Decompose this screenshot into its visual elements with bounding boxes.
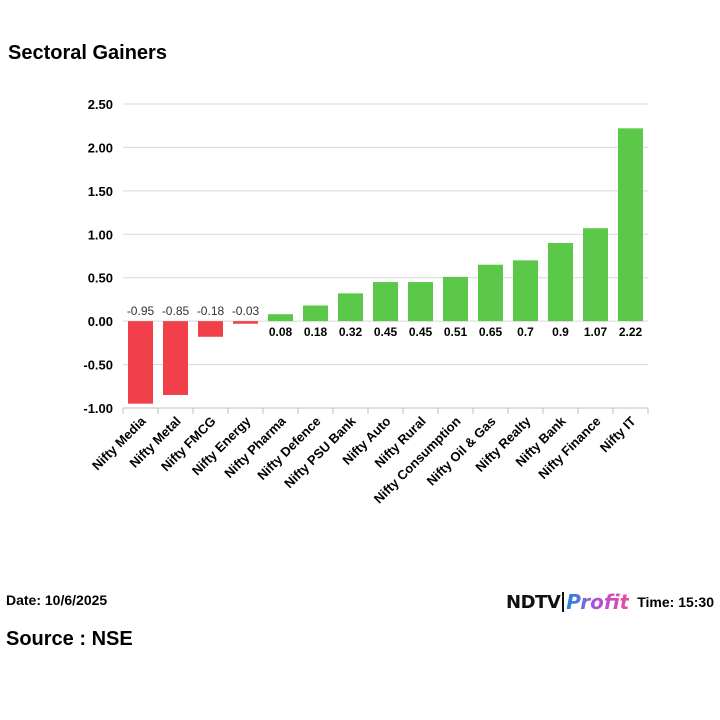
chart-title: Sectoral Gainers xyxy=(8,42,167,64)
bar xyxy=(548,242,573,322)
bar xyxy=(618,128,643,322)
data-label: 0.65 xyxy=(479,325,503,339)
data-label: 0.45 xyxy=(409,325,433,339)
bar xyxy=(583,228,608,322)
bar xyxy=(163,321,188,395)
data-label: 0.51 xyxy=(444,325,468,339)
logo-separator xyxy=(562,592,565,612)
y-tick-label: -0.50 xyxy=(83,358,113,373)
bars xyxy=(128,128,643,404)
ndtv-profit-logo: NDTV Profit xyxy=(506,589,629,615)
data-label: -0.18 xyxy=(197,304,225,318)
footer-right: NDTV Profit Time: 15:30 xyxy=(506,589,714,615)
x-tick-label: Nifty IT xyxy=(597,413,639,455)
bar xyxy=(513,260,538,322)
y-tick-label: 2.50 xyxy=(88,97,113,112)
bar xyxy=(198,321,223,337)
bar xyxy=(478,264,503,322)
data-label: 1.07 xyxy=(584,325,608,339)
y-tick-label: 1.00 xyxy=(88,227,113,242)
bar xyxy=(233,321,258,324)
y-axis-ticks: 2.50 2.00 1.50 1.00 0.50 0.00 -0.50 -1.00 xyxy=(83,97,113,416)
y-tick-label: 1.50 xyxy=(88,184,113,199)
y-tick-label: -1.00 xyxy=(83,401,113,416)
source-label: Source : NSE xyxy=(6,628,133,650)
data-label: 0.08 xyxy=(269,325,293,339)
data-label: -0.95 xyxy=(127,304,155,318)
date-label: Date: 10/6/2025 xyxy=(6,592,108,608)
data-label: 0.45 xyxy=(374,325,398,339)
y-tick-label: 0.50 xyxy=(88,271,113,286)
logo-profit-text: Profit xyxy=(566,590,630,614)
bar xyxy=(303,305,328,322)
bar xyxy=(268,314,293,322)
x-tick-label: Nifty Finance xyxy=(535,414,603,482)
y-tick-label: 0.00 xyxy=(88,314,113,329)
bar xyxy=(408,282,433,322)
data-label: -0.03 xyxy=(232,304,260,318)
bar xyxy=(128,321,153,404)
data-label: 0.7 xyxy=(517,325,534,339)
time-label: Time: 15:30 xyxy=(637,594,714,610)
y-tick-label: 2.00 xyxy=(88,140,113,155)
logo-ndtv-text: NDTV xyxy=(506,591,561,613)
grid-lines xyxy=(123,103,648,409)
bar xyxy=(443,276,468,322)
data-labels: -0.95 -0.85 -0.18 -0.03 0.08 0.18 0.32 0.45 0.45… xyxy=(127,304,643,339)
data-label: 0.32 xyxy=(339,325,363,339)
data-label: 2.22 xyxy=(619,325,643,339)
bar xyxy=(338,293,363,322)
x-axis-ticks xyxy=(122,408,649,414)
data-label: -0.85 xyxy=(162,304,190,318)
data-label: 0.18 xyxy=(304,325,328,339)
bar xyxy=(373,282,398,322)
data-label: 0.9 xyxy=(552,325,569,339)
